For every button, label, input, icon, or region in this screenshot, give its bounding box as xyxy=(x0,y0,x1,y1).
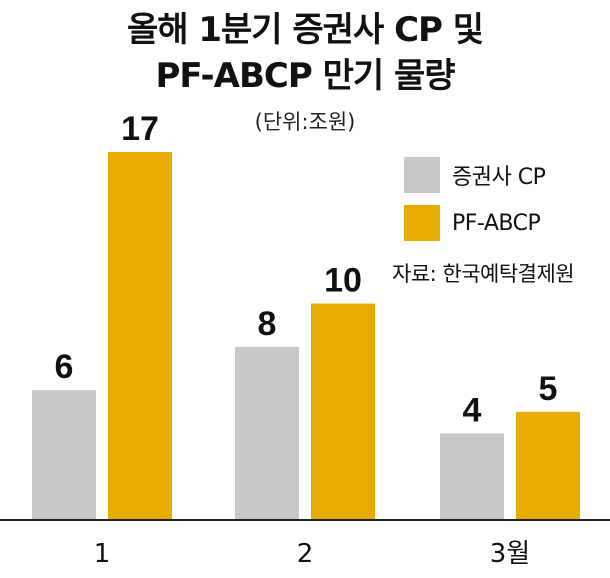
unit-label: (단위:조원) xyxy=(254,110,356,134)
bar-series1-cat2 xyxy=(235,346,299,520)
bar-series2-cat1 xyxy=(108,152,172,520)
data-label-series1-cat1: 6 xyxy=(55,348,74,386)
data-label-series2-cat1: 17 xyxy=(121,110,159,148)
x-tick-label-3: 3월 xyxy=(490,539,530,569)
data-label-series2-cat2: 10 xyxy=(324,262,362,300)
legend-label-series1: 증권사 CP xyxy=(452,165,546,190)
bar-series2-cat2 xyxy=(311,303,375,520)
data-label-series2-cat3: 5 xyxy=(539,370,558,408)
chart-title-line1: 올해 1분기 증권사 CP 및 xyxy=(126,10,484,50)
chart-title-line2: PF-ABCP 만기 물량 xyxy=(155,56,455,96)
legend-swatch-series1 xyxy=(404,157,440,193)
x-tick-label-1: 1 xyxy=(94,539,111,569)
x-tick-label-2: 2 xyxy=(297,539,314,569)
data-label-series1-cat2: 8 xyxy=(258,305,277,343)
legend-swatch-series2 xyxy=(404,205,440,241)
bar-series1-cat3 xyxy=(440,433,504,520)
bar-series2-cat3 xyxy=(516,411,580,520)
bar-series1-cat1 xyxy=(32,390,96,520)
legend-label-series2: PF-ABCP xyxy=(452,210,541,236)
source-label: 자료: 한국예탁결제원 xyxy=(392,262,575,286)
legend-item-series2: PF-ABCP xyxy=(404,204,541,242)
legend-item-series1: 증권사 CP xyxy=(404,156,546,194)
data-label-series1-cat3: 4 xyxy=(463,391,482,429)
